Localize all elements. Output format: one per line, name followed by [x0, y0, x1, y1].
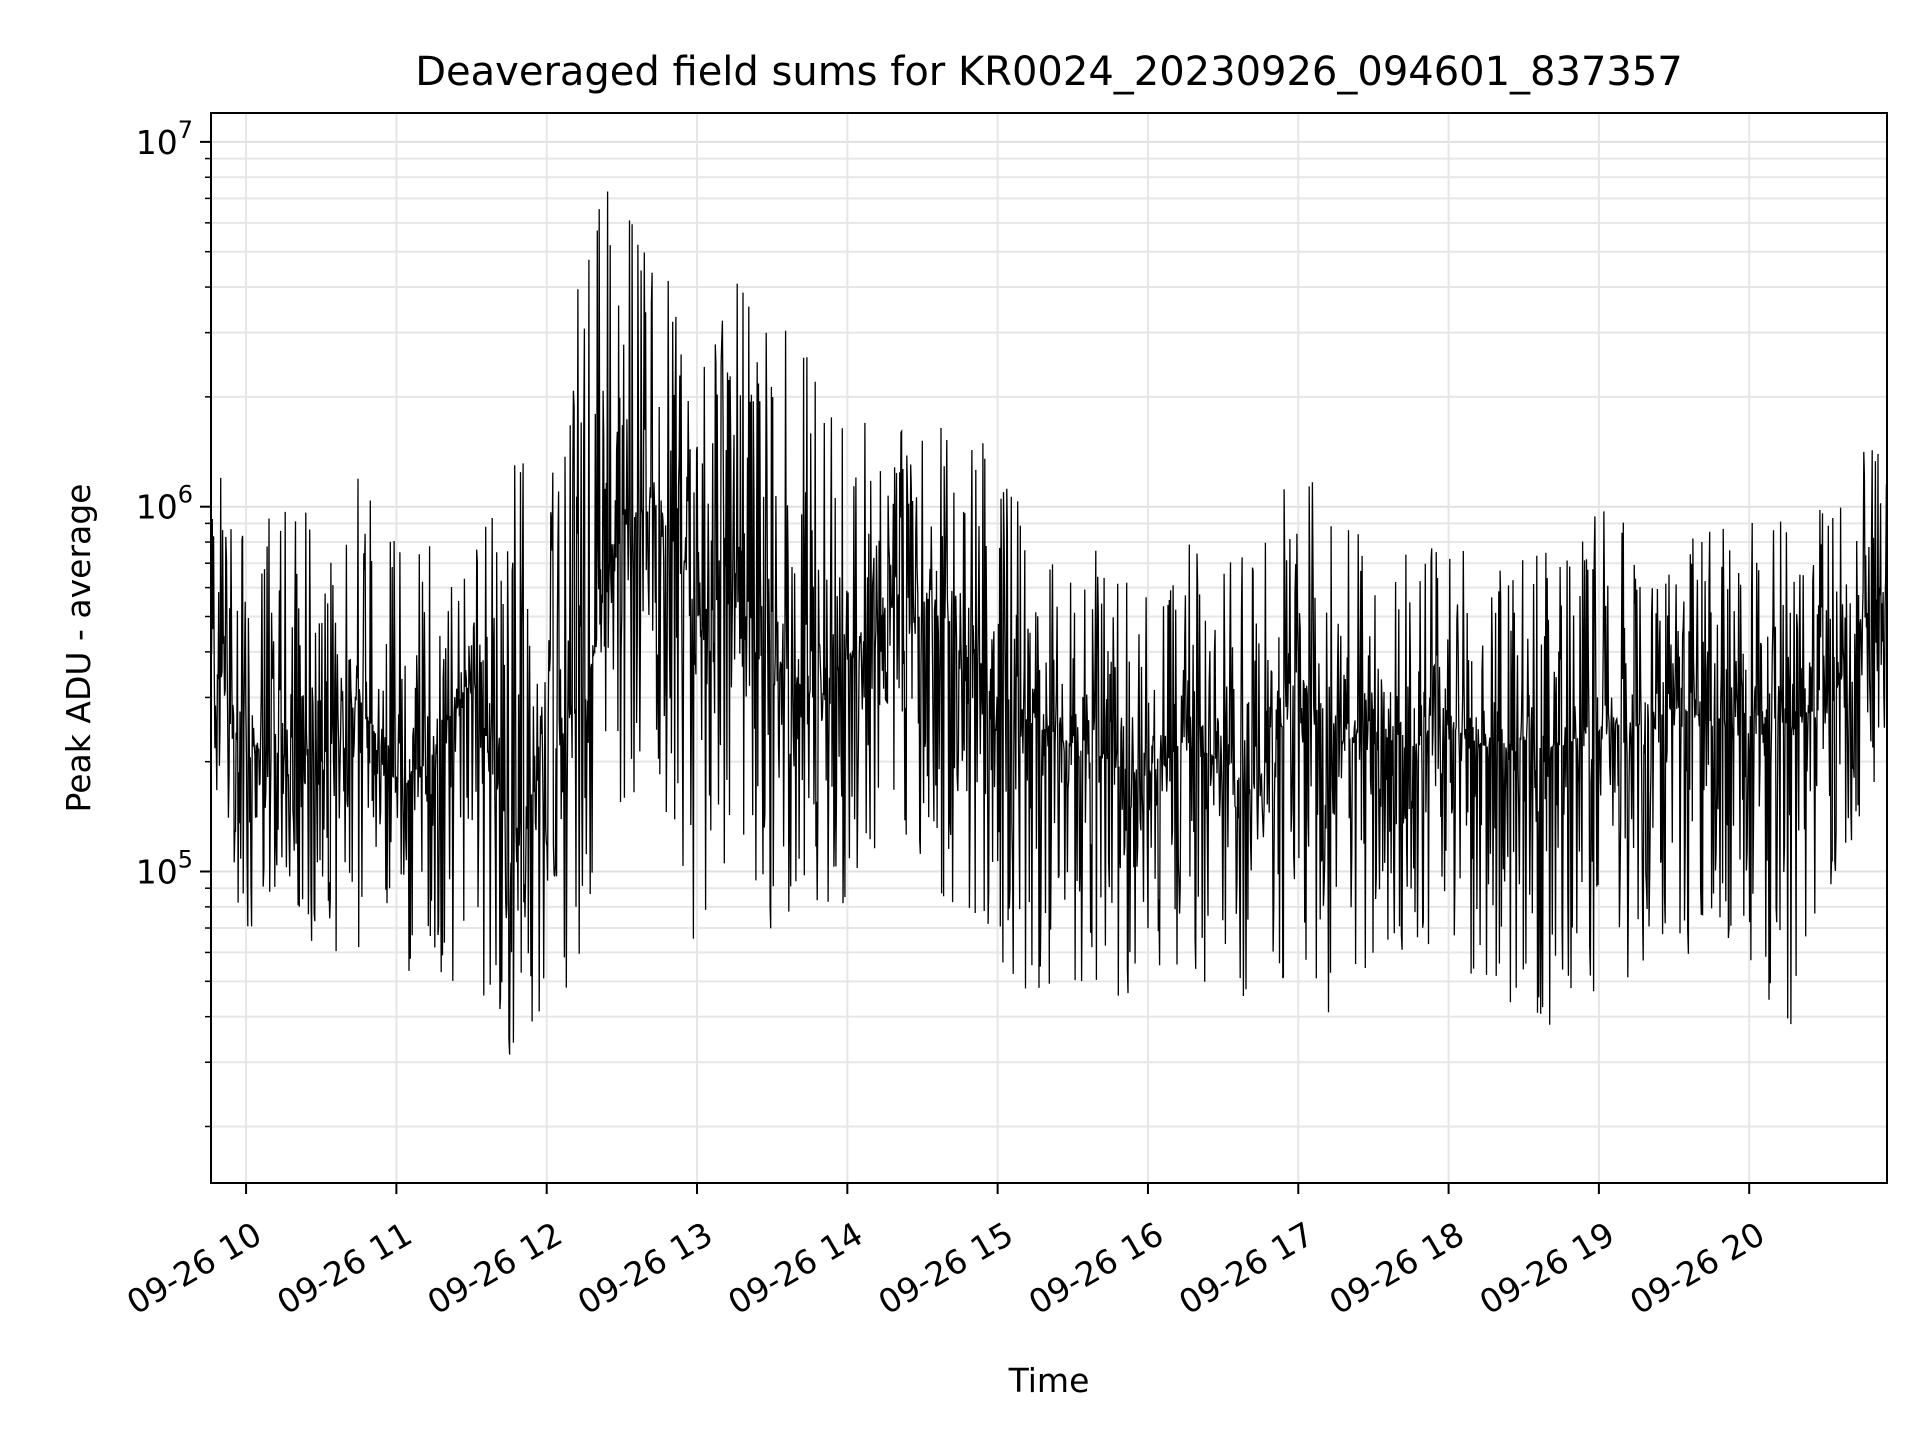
x-tick-label: 09-26 14	[721, 1214, 869, 1322]
x-tick-label: 09-26 16	[1022, 1214, 1170, 1322]
x-tick-label: 09-26 18	[1323, 1214, 1471, 1322]
x-tick-label: 09-26 17	[1172, 1214, 1320, 1322]
x-axis-label: Time	[1008, 1361, 1090, 1400]
x-tick-label: 09-26 20	[1623, 1214, 1771, 1322]
y-tick-label: 107	[136, 116, 193, 162]
x-tick-label: 09-26 12	[421, 1214, 569, 1322]
plot-layer	[210, 191, 1888, 1055]
x-tick-label: 09-26 13	[571, 1214, 719, 1322]
x-tick-label: 09-26 10	[120, 1214, 268, 1322]
y-tick-label: 105	[136, 846, 193, 892]
x-tick-label: 09-26 19	[1473, 1214, 1621, 1322]
x-tick-label: 09-26 11	[270, 1214, 418, 1322]
chart-title: Deaveraged field sums for KR0024_2023092…	[415, 49, 1683, 95]
x-tick-label: 09-26 15	[872, 1214, 1020, 1322]
y-axis-label: Peak ADU - average	[59, 484, 98, 813]
plot-frame	[210, 112, 1888, 1184]
y-tick-label: 106	[136, 481, 193, 527]
series-line	[210, 191, 1888, 1055]
